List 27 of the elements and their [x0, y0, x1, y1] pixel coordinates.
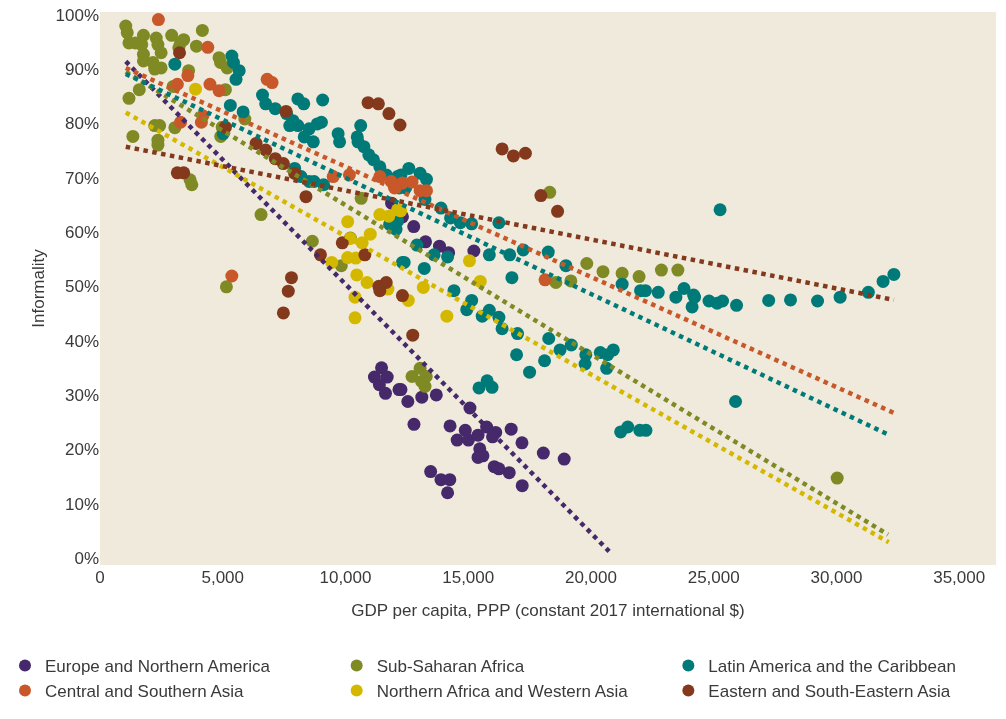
y-tick-label: 70%: [64, 168, 99, 188]
y-tick-label: 30%: [64, 385, 99, 405]
x-tick-label: 30,000: [810, 568, 863, 587]
legend-label: Eastern and South-Eastern Asia: [708, 682, 951, 702]
x-tick-label: 10,000: [319, 568, 372, 587]
x-tick-label: 5,000: [201, 568, 245, 587]
y-tick-label: 90%: [64, 59, 99, 79]
x-tick-label: 15,000: [442, 568, 495, 587]
y-tick-label: 50%: [64, 277, 99, 297]
legend-label: Northern Africa and Western Asia: [376, 682, 629, 702]
legend-label: Sub-Saharan Africa: [376, 657, 525, 677]
y-tick-label: 60%: [64, 222, 99, 242]
y-axis-title: Informality: [29, 248, 49, 328]
legend-label: Central and Southern Asia: [45, 682, 245, 702]
legend-label: Europe and Northern America: [45, 657, 271, 677]
x-axis-title: GDP per capita, PPP (constant 2017 international $): [351, 601, 745, 621]
y-tick-label: 80%: [64, 114, 99, 134]
x-tick-label: 25,000: [687, 568, 740, 587]
y-tick-label: 10%: [64, 494, 99, 514]
y-tick-label: 0%: [74, 548, 99, 568]
y-tick-label: 20%: [64, 440, 99, 460]
x-tick-label: 20,000: [564, 568, 617, 587]
legend-label: Latin America and the Caribbean: [708, 657, 956, 677]
x-tick-label: 35,000: [933, 568, 986, 587]
x-tick-label: 0: [95, 568, 105, 587]
y-tick-label: 100%: [55, 5, 99, 25]
y-tick-label: 40%: [64, 331, 99, 351]
